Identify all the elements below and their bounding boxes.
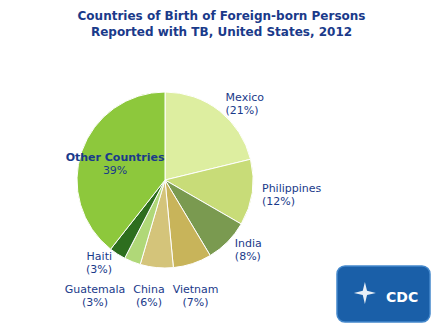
category-label: Other Countries — [66, 151, 165, 164]
category-label: Philippines — [262, 182, 322, 195]
data-label: Guatemala(3%) — [65, 283, 126, 309]
category-label: Mexico — [226, 91, 265, 104]
data-label: China(6%) — [133, 283, 164, 309]
data-label: Mexico(21%) — [226, 91, 265, 117]
pie — [77, 92, 253, 268]
chart: Countries of Birth of Foreign-born Perso… — [0, 0, 443, 332]
labels: Mexico(21%) Philippines(12%) India(8%) Viet… — [65, 91, 322, 309]
annotation: CDC — [386, 289, 418, 305]
category-label: Vietnam — [173, 283, 219, 296]
value-label: (21%) — [226, 104, 259, 117]
category-label: China — [133, 283, 164, 296]
data-label: Vietnam(7%) — [173, 283, 219, 309]
value-label: (6%) — [136, 296, 162, 309]
value-label: (3%) — [86, 263, 112, 276]
value-label: (12%) — [262, 195, 295, 208]
category-label: Haiti — [87, 250, 112, 263]
logo: CDC — [337, 266, 430, 322]
slice — [77, 92, 165, 249]
logo-box — [337, 266, 430, 322]
title: Countries of Birth of Foreign-born Perso… — [78, 9, 366, 39]
category-label: India — [235, 237, 262, 250]
data-label: Haiti(3%) — [86, 250, 112, 276]
data-label: Other Countries39% — [66, 151, 165, 177]
data-label: Philippines(12%) — [262, 182, 322, 208]
value-label: (8%) — [235, 250, 261, 263]
logo-star — [354, 282, 376, 304]
data-label: India(8%) — [235, 237, 262, 263]
category-label: Guatemala — [65, 283, 126, 296]
value-label: 39% — [103, 164, 127, 177]
value-label: (7%) — [183, 296, 209, 309]
value-label: (3%) — [82, 296, 108, 309]
